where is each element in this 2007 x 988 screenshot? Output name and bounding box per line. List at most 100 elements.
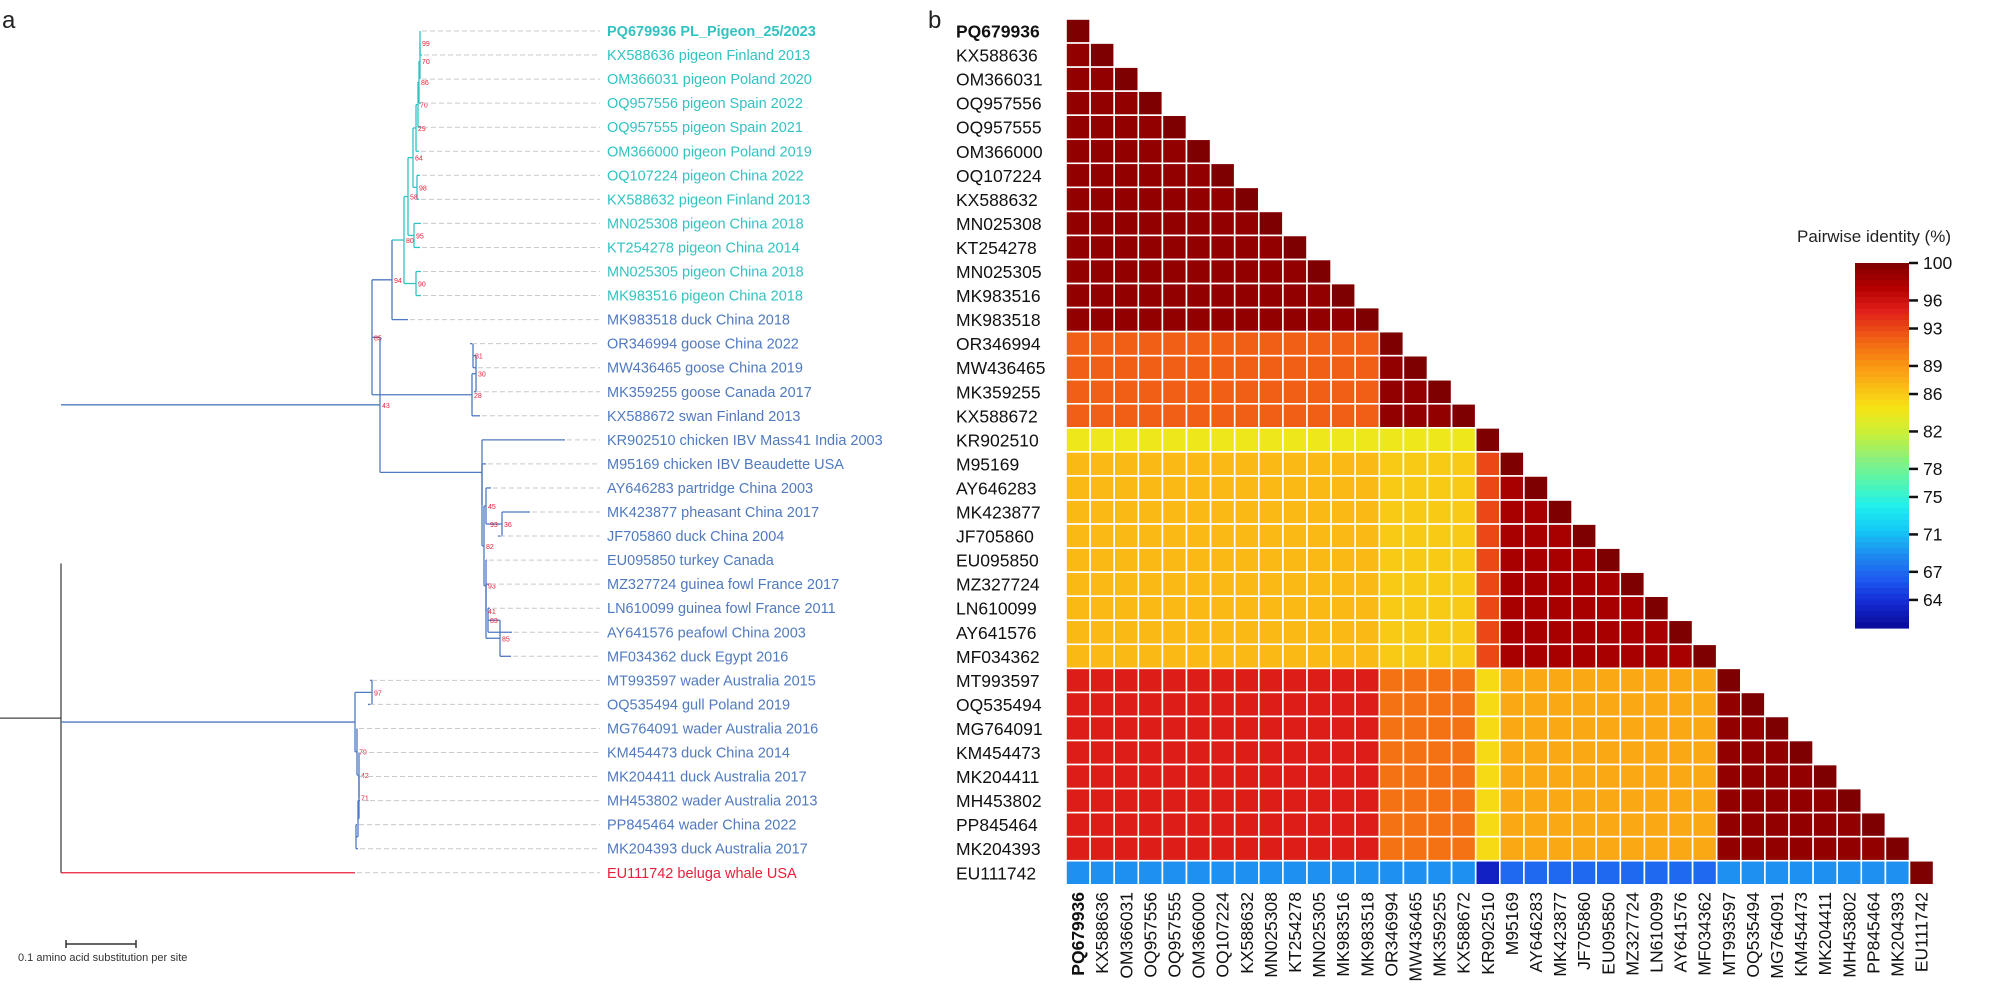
heatmap-cell xyxy=(1499,667,1525,694)
leaf-label: MK204393 duck Australia 2017 xyxy=(607,842,808,858)
heatmap-cell xyxy=(1089,595,1115,622)
heatmap-cell xyxy=(1691,691,1718,718)
heatmap-cell xyxy=(1354,330,1381,357)
colorbar-segment xyxy=(1855,365,1909,372)
heatmap-cell xyxy=(1113,523,1140,549)
heatmap-cell xyxy=(1137,427,1164,453)
heatmap-cell xyxy=(1450,715,1477,742)
heatmap-row-label: MZ327724 xyxy=(956,575,1040,595)
heatmap-row-label: MK204393 xyxy=(956,839,1041,859)
heatmap-cell xyxy=(1065,114,1091,141)
heatmap-cell xyxy=(1089,138,1115,165)
colorbar-segment xyxy=(1855,610,1909,618)
heatmap-cell xyxy=(1258,475,1284,501)
heatmap-cell xyxy=(1113,402,1140,429)
heatmap-cell xyxy=(1065,739,1091,766)
bootstrap-value: 70 xyxy=(422,59,430,66)
heatmap-cell xyxy=(1209,619,1236,646)
heatmap-cell xyxy=(1185,523,1212,549)
heatmap-cell xyxy=(1691,739,1718,766)
heatmap-cell xyxy=(1474,475,1501,501)
heatmap-cell xyxy=(1233,234,1260,261)
heatmap-cell xyxy=(1065,18,1091,44)
heatmap-cell xyxy=(1547,739,1573,766)
heatmap-cell xyxy=(1691,835,1718,862)
heatmap-cell xyxy=(1474,859,1501,886)
heatmap-cell xyxy=(1450,547,1477,573)
heatmap-cell xyxy=(1306,691,1332,718)
heatmap-cell xyxy=(1643,835,1670,862)
heatmap-cell xyxy=(1185,234,1212,261)
heatmap-column-label: MG764091 xyxy=(1767,892,1787,979)
heatmap-cell xyxy=(1258,306,1284,333)
heatmap-cell xyxy=(1209,210,1236,237)
heatmap-column-label: KX588636 xyxy=(1092,892,1112,974)
heatmap-cell xyxy=(1474,763,1501,790)
heatmap-cell xyxy=(1233,427,1260,453)
heatmap-cell xyxy=(1185,378,1212,405)
heatmap-cell xyxy=(1258,499,1284,525)
heatmap-cell xyxy=(1161,282,1188,309)
heatmap-cell xyxy=(1065,210,1091,237)
bootstrap-value: 41 xyxy=(488,609,496,616)
heatmap-cell xyxy=(1378,691,1405,718)
colorbar-segment xyxy=(1855,605,1909,612)
heatmap-cell xyxy=(1137,595,1164,622)
heatmap-column-label: OR346994 xyxy=(1381,892,1401,977)
heatmap-cell xyxy=(1282,499,1308,525)
heatmap-row-label: LN610099 xyxy=(956,599,1037,619)
heatmap-cell xyxy=(1185,787,1212,814)
heatmap-cell xyxy=(1113,234,1140,261)
colorbar-tick-label: 89 xyxy=(1923,356,1942,376)
heatmap-cell xyxy=(1402,763,1429,790)
heatmap-cell xyxy=(1691,715,1718,742)
heatmap-cell xyxy=(1691,859,1718,886)
heatmap-cell xyxy=(1089,643,1115,670)
heatmap-cell xyxy=(1547,619,1573,646)
bootstrap-value: 58 xyxy=(410,195,418,202)
heatmap-cell xyxy=(1378,402,1405,429)
heatmap-cell xyxy=(1667,763,1694,790)
leaf-label: MK983516 pigeon China 2018 xyxy=(607,289,803,305)
colorbar-segment xyxy=(1855,428,1909,435)
heatmap-cell xyxy=(1089,186,1115,213)
heatmap-cell xyxy=(1499,691,1525,718)
heatmap-cell xyxy=(1137,835,1164,862)
panel-a-label: a xyxy=(2,7,16,34)
heatmap-cell xyxy=(1113,667,1140,694)
heatmap-cell xyxy=(1499,739,1525,766)
heatmap-cell xyxy=(1788,763,1814,790)
bootstrap-value: 80 xyxy=(406,238,414,245)
heatmap-cell xyxy=(1330,427,1356,453)
heatmap-cell xyxy=(1089,234,1115,261)
heatmap-cell xyxy=(1258,451,1284,477)
leaf-label: MZ327724 guinea fowl France 2017 xyxy=(607,577,839,593)
colorbar-segment xyxy=(1855,342,1909,350)
leaf-label: MF034362 duck Egypt 2016 xyxy=(607,649,788,665)
heatmap-cell xyxy=(1426,523,1453,549)
heatmap-cell xyxy=(1306,595,1332,622)
heatmap-cell xyxy=(1788,739,1814,766)
heatmap-cell xyxy=(1474,691,1501,718)
colorbar-segment xyxy=(1855,553,1909,561)
heatmap-cell xyxy=(1354,523,1381,549)
heatmap-cell xyxy=(1474,787,1501,814)
heatmap-cell xyxy=(1258,787,1284,814)
heatmap-cell xyxy=(1161,715,1188,742)
heatmap-cell xyxy=(1089,667,1115,694)
colorbar-segment xyxy=(1855,616,1909,623)
heatmap-cell xyxy=(1402,547,1429,573)
heatmap-column-label: KT254278 xyxy=(1285,892,1305,973)
heatmap-cell xyxy=(1089,282,1115,309)
heatmap-cell xyxy=(1233,499,1260,525)
heatmap-cell xyxy=(1137,571,1164,598)
heatmap-cell xyxy=(1161,811,1188,838)
heatmap-row-label: MK423877 xyxy=(956,503,1041,523)
heatmap-cell xyxy=(1113,306,1140,333)
heatmap-cell xyxy=(1282,787,1308,814)
heatmap-cell xyxy=(1378,667,1405,694)
heatmap-column-label: PP845464 xyxy=(1863,892,1883,974)
heatmap-cell xyxy=(1330,475,1356,501)
heatmap-cell xyxy=(1643,763,1670,790)
